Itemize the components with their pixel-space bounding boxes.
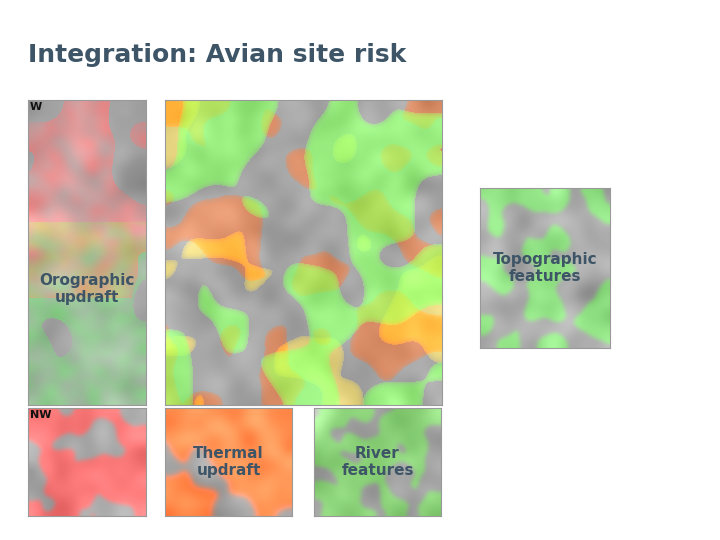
Text: Orographic
updraft: Orographic updraft — [40, 273, 135, 305]
Text: W: W — [30, 102, 42, 112]
Text: Integration: Avian site risk: Integration: Avian site risk — [28, 43, 406, 67]
Text: Topographic
features: Topographic features — [492, 252, 598, 284]
Text: Thermal
updraft: Thermal updraft — [193, 446, 264, 478]
Text: NW: NW — [30, 410, 52, 420]
Text: River
features: River features — [341, 446, 414, 478]
